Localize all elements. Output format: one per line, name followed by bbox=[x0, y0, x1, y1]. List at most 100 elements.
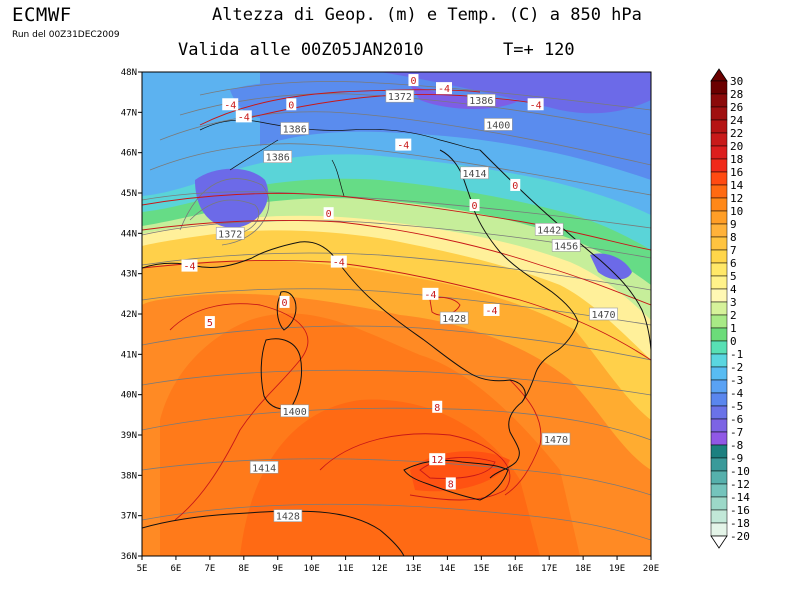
lon-tick-label: 20E bbox=[643, 564, 659, 574]
colorbar-label: -14 bbox=[730, 491, 750, 504]
colorbar-swatch bbox=[710, 509, 728, 524]
svg-text:5: 5 bbox=[207, 318, 213, 329]
svg-text:1428: 1428 bbox=[276, 512, 300, 523]
colorbar-swatch bbox=[710, 249, 728, 264]
svg-text:1414: 1414 bbox=[462, 169, 486, 180]
colorbar-swatch bbox=[710, 327, 728, 342]
colorbar-swatch bbox=[710, 223, 728, 238]
geopotential-label: 1456 bbox=[551, 239, 581, 252]
colorbar-label: 10 bbox=[730, 205, 743, 218]
colorbar-label: 8 bbox=[730, 231, 737, 244]
svg-text:-4: -4 bbox=[424, 290, 436, 301]
temperature-label: 12 bbox=[429, 453, 446, 466]
colorbar-swatch bbox=[710, 340, 728, 355]
lat-tick-label: 44N bbox=[121, 229, 137, 239]
geopotential-label: 1428 bbox=[273, 509, 303, 523]
brand-title: ECMWF bbox=[12, 4, 72, 26]
temperature-label: -4 bbox=[235, 110, 252, 123]
svg-text:-4: -4 bbox=[333, 258, 345, 269]
temperature-label: -4 bbox=[222, 98, 239, 111]
svg-text:1372: 1372 bbox=[218, 229, 242, 240]
colorbar-swatch bbox=[710, 106, 728, 121]
colorbar-label: 12 bbox=[730, 192, 743, 205]
colorbar-swatch bbox=[710, 522, 728, 537]
colorbar-swatch bbox=[710, 314, 728, 329]
svg-text:-4: -4 bbox=[224, 100, 236, 111]
svg-text:0: 0 bbox=[326, 209, 332, 220]
geopotential-label: 1400 bbox=[483, 118, 513, 131]
svg-text:0: 0 bbox=[282, 298, 288, 309]
svg-text:1470: 1470 bbox=[544, 435, 568, 446]
temperature-label: -4 bbox=[181, 259, 198, 273]
geopotential-label: 1470 bbox=[541, 432, 571, 446]
colorbar-swatch bbox=[710, 405, 728, 420]
colorbar-label: 30 bbox=[730, 75, 743, 88]
svg-text:8: 8 bbox=[434, 403, 440, 414]
colorbar-label: 20 bbox=[730, 140, 743, 153]
colorbar-label: 6 bbox=[730, 257, 737, 270]
lon-tick-label: 5E bbox=[137, 564, 148, 574]
lon-tick-label: 10E bbox=[304, 564, 320, 574]
colorbar-swatch bbox=[710, 262, 728, 277]
svg-text:1456: 1456 bbox=[554, 241, 578, 252]
svg-text:1414: 1414 bbox=[252, 463, 276, 474]
colorbar-bottom-arrow bbox=[710, 535, 728, 549]
temperature-label: -4 bbox=[330, 255, 347, 269]
temperature-label: 0 bbox=[279, 295, 290, 309]
colorbar-swatch bbox=[710, 288, 728, 303]
colorbar-label: 5 bbox=[730, 270, 737, 283]
svg-text:1400: 1400 bbox=[283, 407, 307, 418]
colorbar-label: 7 bbox=[730, 244, 737, 257]
colorbar-swatch bbox=[710, 119, 728, 134]
lon-tick-label: 6E bbox=[171, 564, 182, 574]
temperature-label: 0 bbox=[469, 199, 480, 212]
colorbar-swatch bbox=[710, 496, 728, 511]
svg-text:0: 0 bbox=[512, 181, 518, 192]
colorbar-swatch bbox=[710, 171, 728, 186]
colorbar-swatch bbox=[710, 93, 728, 108]
colorbar-label: -6 bbox=[730, 413, 743, 426]
colorbar-label: -7 bbox=[730, 426, 743, 439]
svg-text:-4: -4 bbox=[530, 100, 542, 111]
colorbar-label: 26 bbox=[730, 101, 743, 114]
colorbar-label: -2 bbox=[730, 361, 743, 374]
svg-text:1386: 1386 bbox=[266, 153, 290, 164]
run-label: Run del 00Z31DEC2009 bbox=[12, 30, 120, 40]
lat-tick-label: 38N bbox=[121, 471, 137, 481]
svg-text:1428: 1428 bbox=[442, 314, 466, 325]
colorbar-label: -10 bbox=[730, 465, 750, 478]
valid-time: Valida alle 00Z05JAN2010 bbox=[178, 40, 424, 60]
colorbar-label: 16 bbox=[730, 166, 743, 179]
lon-tick-label: 11E bbox=[337, 564, 353, 574]
temperature-label: 0 bbox=[408, 74, 419, 87]
geopotential-label: 1414 bbox=[249, 460, 279, 474]
colorbar-label: -16 bbox=[730, 504, 750, 517]
lat-tick-label: 48N bbox=[121, 68, 137, 78]
lon-tick-label: 9E bbox=[272, 564, 283, 574]
lon-tick-label: 16E bbox=[507, 564, 523, 574]
colorbar-label: -9 bbox=[730, 452, 743, 465]
lat-tick-label: 45N bbox=[121, 189, 137, 199]
svg-text:-4: -4 bbox=[485, 306, 497, 317]
geopotential-label: 1386 bbox=[280, 122, 310, 135]
colorbar-label: 24 bbox=[730, 114, 744, 127]
colorbar-swatch bbox=[710, 353, 728, 368]
svg-text:0: 0 bbox=[410, 76, 416, 87]
colorbar-label: 3 bbox=[730, 296, 737, 309]
colorbar-label: -12 bbox=[730, 478, 750, 491]
colorbar-label: 9 bbox=[730, 218, 737, 231]
colorbar-swatch bbox=[710, 379, 728, 394]
forecast-step: T=+ 120 bbox=[503, 40, 575, 60]
colorbar-swatch bbox=[710, 275, 728, 290]
colorbar-swatch bbox=[710, 236, 728, 251]
colorbar-label: -8 bbox=[730, 439, 743, 452]
colorbar-swatch bbox=[710, 158, 728, 173]
colorbar-label: -18 bbox=[730, 517, 750, 530]
lon-tick-label: 12E bbox=[371, 564, 387, 574]
lon-tick-label: 13E bbox=[405, 564, 421, 574]
lat-tick-label: 42N bbox=[121, 310, 137, 320]
svg-text:1400: 1400 bbox=[486, 120, 510, 131]
colorbar-label: 0 bbox=[730, 335, 737, 348]
colorbar-label: -1 bbox=[730, 348, 743, 361]
